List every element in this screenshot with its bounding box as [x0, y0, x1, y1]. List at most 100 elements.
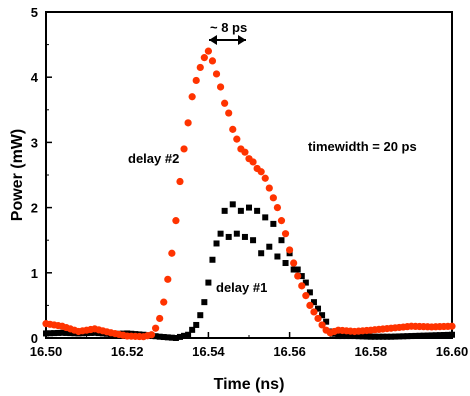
data-point-square [209, 256, 216, 263]
data-point-circle [192, 76, 200, 85]
data-point-square [164, 334, 171, 341]
y-tick-label: 5 [31, 5, 38, 20]
data-point-circle [302, 292, 310, 300]
data-point-circle [188, 93, 196, 101]
data-point-circle [160, 298, 168, 306]
y-tick-label: 0 [31, 331, 38, 346]
data-point-circle [156, 314, 164, 323]
data-point-circle [204, 47, 212, 55]
data-point-square [351, 333, 358, 340]
data-point-circle [200, 54, 208, 62]
data-point-square [156, 333, 163, 340]
data-point-square [371, 333, 378, 340]
data-point-square [254, 207, 261, 214]
data-point-square [189, 326, 196, 333]
data-point-square [384, 333, 391, 340]
x-tick-label: 16.60 [436, 344, 469, 359]
data-point-circle [273, 204, 282, 212]
data-point-square [274, 253, 281, 260]
y-tick-label: 3 [31, 135, 38, 150]
data-point-square [290, 266, 297, 273]
data-point-circle [290, 259, 298, 267]
data-point-square [306, 289, 313, 296]
y-tick-label: 1 [31, 266, 38, 281]
data-point-square [335, 333, 342, 340]
data-point-circle [208, 57, 217, 65]
data-point-square [416, 332, 423, 339]
data-point-square [392, 333, 399, 340]
data-point-circle [314, 314, 322, 323]
data-point-circle [269, 194, 277, 202]
data-point-square [47, 330, 54, 337]
data-point-square [59, 329, 66, 336]
data-point-circle [294, 272, 302, 280]
data-point-circle [164, 275, 172, 283]
data-point-square [160, 334, 167, 341]
data-point-square [176, 333, 183, 340]
series2-label: delay #2 [128, 151, 179, 166]
data-point-circle [233, 135, 241, 143]
data-point-square [91, 329, 98, 336]
data-point-square [375, 333, 382, 340]
y-tick-label: 2 [31, 201, 38, 216]
data-point-square [217, 230, 224, 237]
data-point-circle [180, 145, 188, 153]
data-point-circle [261, 174, 269, 182]
data-point-square [250, 237, 257, 244]
data-point-square [444, 331, 451, 338]
data-point-square [241, 233, 248, 240]
data-point-circle [318, 321, 326, 329]
data-point-square [172, 335, 179, 341]
data-point-square [412, 332, 419, 339]
data-point-circle [147, 331, 156, 339]
data-point-square [51, 330, 58, 337]
width-arrow [209, 35, 246, 45]
x-tick-label: 16.54 [192, 344, 225, 359]
data-point-square [388, 333, 395, 340]
x-tick-labels: 16.50 16.52 16.54 16.56 16.58 16.60 [30, 344, 469, 359]
data-point-square [55, 329, 62, 336]
timewidth-label: timewidth = 20 ps [308, 139, 417, 154]
data-point-square [400, 333, 407, 340]
data-point-square [43, 330, 49, 337]
data-point-square [67, 330, 74, 337]
data-point-square [168, 334, 175, 341]
data-point-square [266, 243, 273, 250]
width-marker-label: ~ 8 ps [210, 20, 247, 35]
data-point-square [363, 333, 370, 340]
data-point-square [181, 332, 188, 339]
plot-area [45, 11, 453, 339]
data-point-circle [277, 217, 286, 225]
data-point-square [436, 332, 443, 339]
data-point-square [310, 299, 317, 306]
data-point-circle [310, 308, 318, 316]
data-point-square [359, 333, 366, 340]
data-point-square [449, 331, 455, 338]
data-point-square [367, 333, 374, 340]
data-point-square [302, 279, 309, 286]
data-point-square [229, 201, 236, 208]
x-tick-label: 16.52 [111, 344, 144, 359]
data-point-circle [172, 217, 180, 225]
y-axis-title: Power (mW) [9, 129, 26, 221]
data-point-square [213, 240, 220, 247]
data-point-circle [176, 177, 184, 186]
data-point-square [152, 333, 159, 340]
data-point-square [298, 273, 305, 280]
data-point-circle [229, 125, 237, 133]
data-point-square [424, 332, 431, 339]
data-point-circle [241, 148, 249, 156]
data-point-square [294, 266, 301, 273]
y-tick-label: 4 [31, 70, 39, 85]
data-point-circle [168, 249, 176, 257]
data-point-circle [184, 119, 192, 127]
data-point-square [233, 230, 240, 237]
data-point-circle [281, 230, 290, 238]
data-point-circle [152, 324, 160, 332]
data-point-circle [298, 282, 306, 290]
data-point-square [185, 331, 192, 338]
data-point-square [193, 321, 200, 328]
data-point-circle [306, 301, 314, 309]
y-tick-labels: 0 1 2 3 4 5 [31, 5, 39, 346]
data-point-square [282, 260, 289, 267]
